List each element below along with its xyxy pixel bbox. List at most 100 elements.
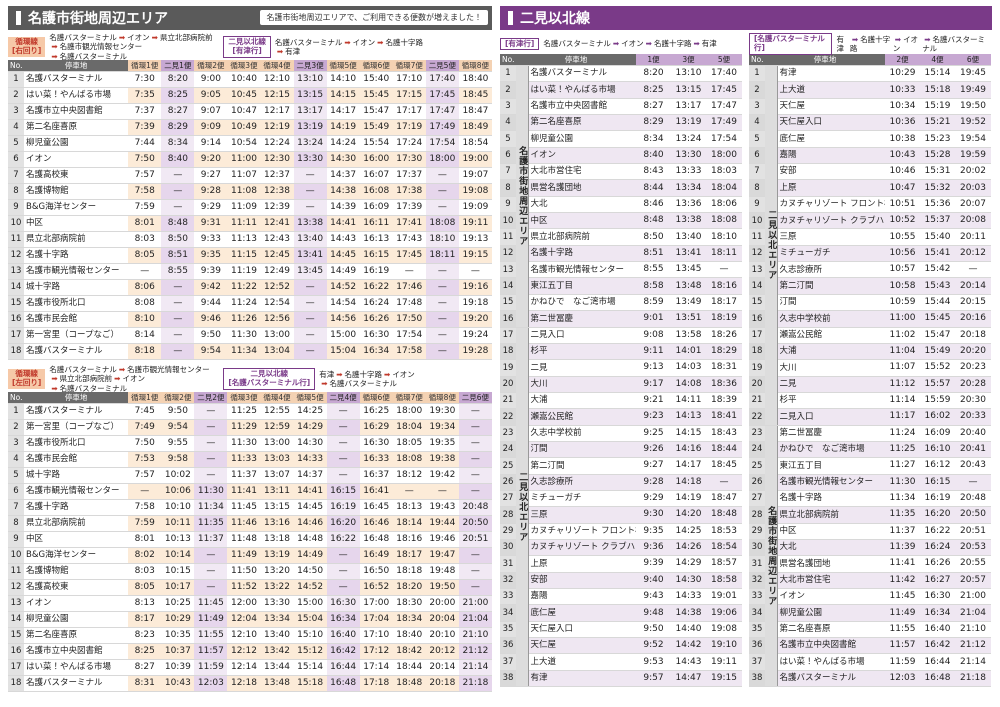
time: 15:31 — [920, 163, 955, 181]
time: 13:44 — [260, 659, 294, 676]
time: 20:18 — [425, 675, 459, 692]
time: 7:44 — [128, 135, 162, 152]
time: 13:19 — [671, 114, 706, 132]
row: 14 城十字路 8:06—9:42 11:22 12:52—14:52 16:22 17:4… — [8, 279, 492, 296]
time: 11:00 — [227, 151, 261, 168]
time: 18:44 — [392, 659, 426, 676]
row: 14 柳児童公園 8:17 10:29 11:49 12:04 13:34 15:04 16:3… — [8, 611, 492, 628]
stop-name: 名護市民会館 — [24, 451, 129, 468]
column-header: 循環5便 — [326, 60, 360, 72]
time: 8:51 — [636, 245, 671, 263]
time: 20:33 — [955, 408, 991, 426]
time: 15:04 — [326, 343, 360, 360]
time: 14:56 — [326, 311, 360, 328]
time: 8:05 — [128, 579, 162, 596]
stop-name: 嘉陽 — [777, 147, 885, 165]
time: 15:18 — [293, 675, 327, 692]
time: 15:36 — [920, 196, 955, 214]
time: 19:10 — [706, 637, 742, 655]
time: — — [955, 261, 991, 279]
route-stop: イオン — [611, 39, 644, 48]
stop-name: 名護十字路 — [24, 247, 129, 264]
time: 10:59 — [885, 294, 920, 312]
time: 19:45 — [955, 65, 991, 83]
time: 17:04 — [359, 611, 393, 628]
time: 8:50 — [636, 228, 671, 246]
time: 19:15 — [458, 247, 492, 264]
column-header: 循環3便 — [227, 60, 261, 72]
time: 15:45 — [920, 310, 955, 328]
time: 15:18 — [920, 81, 955, 99]
row-number: 8 — [500, 179, 516, 197]
timetable: No. 停車地 循環1便 循環2便 二見2便 循環3便 循環4便 循環5便 二見4便 循環6便 循環… — [8, 392, 492, 692]
row: 3 名護市立中央図書館 8:27 13:17 17:47 — [500, 98, 742, 116]
stop-name: 柳児童公園 — [24, 611, 129, 628]
time: 11:35 — [885, 506, 920, 524]
time: 14:25 — [293, 403, 327, 420]
column-header: 循環7便 — [392, 60, 426, 72]
time: 16:19 — [326, 499, 360, 516]
line-direction: [有津行] — [232, 46, 262, 55]
time: 13:20 — [260, 563, 294, 580]
row: 38 名護バスターミナル 12:03 16:48 21:18 — [749, 670, 991, 688]
row: 21 杉平 11:14 15:59 20:30 — [749, 392, 991, 410]
stop-name: 名護十字路 — [777, 490, 885, 508]
line-badge: 二見以北線 [名護バスターミナル行] — [223, 368, 316, 390]
time: 8:27 — [128, 659, 162, 676]
stop-name: 名護市観光情報センター — [528, 261, 636, 279]
row-number: 9 — [500, 196, 516, 214]
time: 13:40 — [293, 231, 327, 248]
stop-name: 名護十字路 — [24, 499, 129, 516]
time: 14:19 — [671, 490, 706, 508]
time: 10:06 — [161, 483, 195, 500]
time: 16:26 — [359, 311, 393, 328]
time: 12:52 — [260, 279, 294, 296]
route-stop: 名護市観光情報センター — [117, 365, 210, 374]
column-header: 循環4便 — [260, 392, 294, 404]
stop-name: 第二汀間 — [528, 457, 636, 475]
time: 10:56 — [885, 245, 920, 263]
route: 名護バスターミナルイオン名護十字路有津 — [275, 38, 445, 57]
time: 17:47 — [706, 98, 742, 116]
time: 9:07 — [194, 103, 228, 120]
time: 12:56 — [260, 311, 294, 328]
stop-name: 有津 — [777, 65, 885, 83]
time: 13:33 — [671, 163, 706, 181]
time: 8:01 — [128, 531, 162, 548]
header-row: No. 停車地 循環1便 二見1便 循環2便 循環3便 循環4便 二見3便 循環5便 循環6便 循環… — [8, 60, 492, 72]
row: 13 久志診療所 10:57 15:42— — [749, 261, 991, 279]
column-header: 停車地 — [765, 54, 885, 66]
time: 17:10 — [359, 627, 393, 644]
time: 8:25 — [128, 643, 162, 660]
time: 16:48 — [359, 531, 393, 548]
time: 18:40 — [392, 627, 426, 644]
time: 16:22 — [920, 523, 955, 540]
row-number: 17 — [500, 326, 516, 344]
time: 12:55 — [260, 403, 294, 420]
row: 32 安部 9:40 14:30 18:58 — [500, 572, 742, 590]
time: 11:34 — [885, 490, 920, 508]
time: 13:34 — [260, 611, 294, 628]
time: 16:49 — [359, 547, 393, 564]
row: 11 県立北部病院前 8:50 13:40 18:10 — [500, 228, 742, 246]
time: 10:38 — [885, 130, 920, 148]
time: 14:29 — [671, 555, 706, 573]
row: 15 汀間 10:59 15:44 20:15 — [749, 294, 991, 312]
time: 7:39 — [128, 119, 162, 136]
time: 17:49 — [425, 119, 459, 136]
time: 19:15 — [706, 670, 742, 688]
stop-name: 東江五丁目 — [777, 457, 885, 475]
time: 18:04 — [392, 419, 426, 436]
time: 13:16 — [260, 515, 294, 532]
time: 13:34 — [671, 179, 706, 197]
row: 16 名護市立中央図書館 8:25 10:37 11:57 12:12 13:42 15:12… — [8, 643, 492, 660]
time: 12:30 — [260, 151, 294, 168]
stop-name: 天仁屋 — [528, 637, 636, 655]
stop-name: かねひで なご湾市場 — [777, 441, 885, 459]
row-number: 9 — [8, 531, 25, 548]
time: 17:41 — [392, 215, 426, 232]
time: 9:35 — [636, 523, 671, 540]
time: 11:49 — [194, 611, 228, 628]
row: 13 名護市観光情報センター —8:55 9:39 11:19 12:49 13:45 14:… — [8, 263, 492, 280]
row: 22 二見入口 11:17 16:02 20:33 — [749, 408, 991, 426]
